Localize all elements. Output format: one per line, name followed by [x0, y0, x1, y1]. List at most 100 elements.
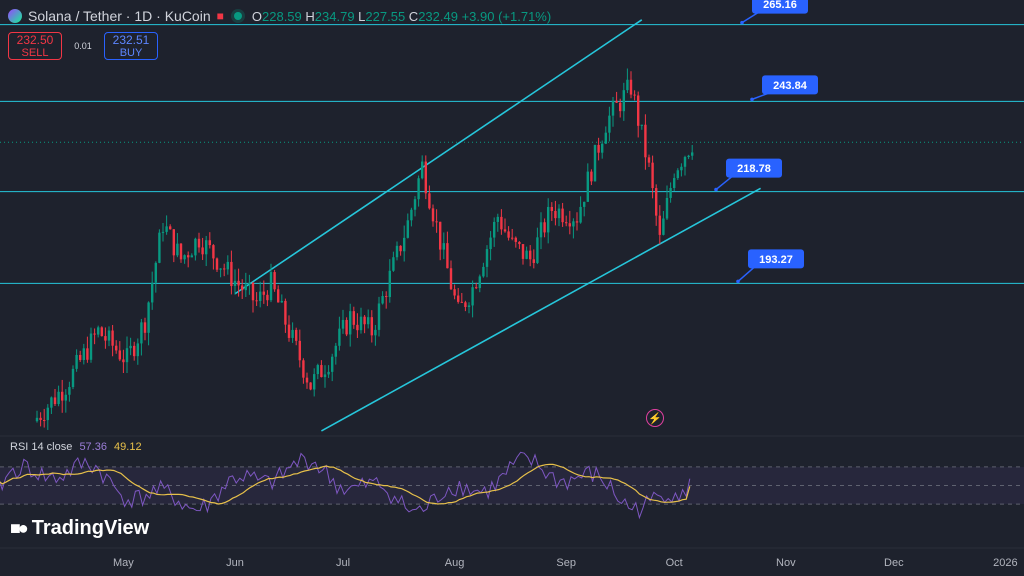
candle [280, 300, 283, 303]
candle [237, 280, 240, 286]
candle [449, 268, 453, 290]
candle [615, 100, 618, 103]
rsi-legend[interactable]: RSI 14 close 57.36 49.12 [10, 441, 142, 453]
candle [46, 407, 49, 421]
candle [334, 345, 337, 357]
candle [352, 311, 355, 325]
rsi-name: RSI 14 close [10, 441, 73, 453]
candle [658, 215, 661, 235]
candle [532, 259, 535, 263]
candle [475, 287, 478, 289]
candle [388, 270, 391, 298]
candle [676, 170, 679, 179]
level-label-218.78: 218.78 [737, 163, 771, 175]
x-tick-label: 2026 [993, 557, 1017, 569]
alert-bell-icon[interactable]: ■ [216, 9, 224, 23]
candle [665, 197, 669, 219]
market-open-icon [233, 12, 242, 20]
candle [273, 272, 276, 290]
level-label-box [762, 75, 818, 95]
candle [230, 261, 233, 287]
candle [39, 417, 42, 421]
level-anchor-dot [740, 20, 744, 25]
candle [219, 268, 222, 270]
candle [161, 231, 165, 233]
candle [514, 237, 517, 242]
candle [302, 360, 305, 378]
flash-icon[interactable]: ⚡ [646, 409, 664, 427]
candle [266, 294, 269, 301]
candle [133, 345, 136, 357]
candle [89, 333, 93, 360]
x-tick-label: Nov [776, 557, 796, 569]
candle [536, 237, 539, 263]
candle [86, 348, 89, 360]
candle [647, 157, 651, 163]
candle [572, 221, 575, 227]
candle [129, 345, 132, 349]
candle [233, 280, 237, 287]
candle [158, 232, 161, 263]
candle [374, 329, 377, 336]
candle [205, 240, 208, 255]
candle [640, 124, 643, 126]
candle [557, 208, 561, 219]
candle [464, 302, 467, 308]
candle [277, 289, 280, 303]
x-tick-label: May [113, 557, 134, 569]
candle [485, 249, 489, 267]
candle [356, 324, 359, 331]
candle [50, 397, 53, 408]
candle [57, 391, 60, 405]
candle [453, 289, 456, 296]
candle [406, 220, 409, 238]
candle [97, 327, 100, 335]
ohlc-readout: O228.59 H234.79 L227.55 C232.49 +3.90 (+… [251, 8, 552, 24]
candle [359, 316, 363, 331]
candle [208, 240, 211, 246]
candle [446, 243, 449, 269]
candle [363, 316, 366, 325]
candle [561, 208, 564, 223]
candle [349, 311, 352, 335]
candle [107, 330, 111, 341]
candle [194, 238, 197, 256]
candle [651, 162, 654, 189]
candle [439, 221, 442, 250]
candle [241, 285, 244, 291]
symbol-title[interactable]: Solana / Tether · 1D · KuCoin [28, 8, 211, 24]
sell-button[interactable]: 232.50 SELL [8, 32, 62, 60]
candle [176, 243, 179, 256]
candle [68, 387, 71, 395]
candle [586, 171, 589, 202]
candle [179, 243, 183, 260]
candle [71, 368, 75, 388]
candle [100, 327, 103, 337]
candle [93, 333, 96, 335]
candle [565, 222, 568, 224]
candle [644, 124, 647, 158]
candle [287, 324, 291, 338]
rsi-ma-line [0, 463, 691, 505]
candle [601, 143, 604, 153]
candle [169, 226, 172, 230]
candle [212, 245, 215, 259]
candle [604, 132, 607, 144]
candle [61, 391, 64, 401]
candle [154, 262, 157, 283]
x-tick-label: Oct [666, 557, 683, 569]
candle [140, 322, 143, 344]
level-label-265.16: 265.16 [763, 0, 797, 11]
buy-button[interactable]: 232.51 BUY [104, 32, 158, 60]
candle [421, 161, 424, 179]
candle [385, 296, 388, 298]
channel-lower-line [321, 187, 761, 432]
candle [529, 250, 532, 260]
candle [629, 79, 633, 95]
candle [669, 187, 672, 198]
candle [511, 237, 514, 239]
candle [611, 100, 615, 116]
candle [341, 319, 345, 329]
candle [122, 359, 125, 363]
